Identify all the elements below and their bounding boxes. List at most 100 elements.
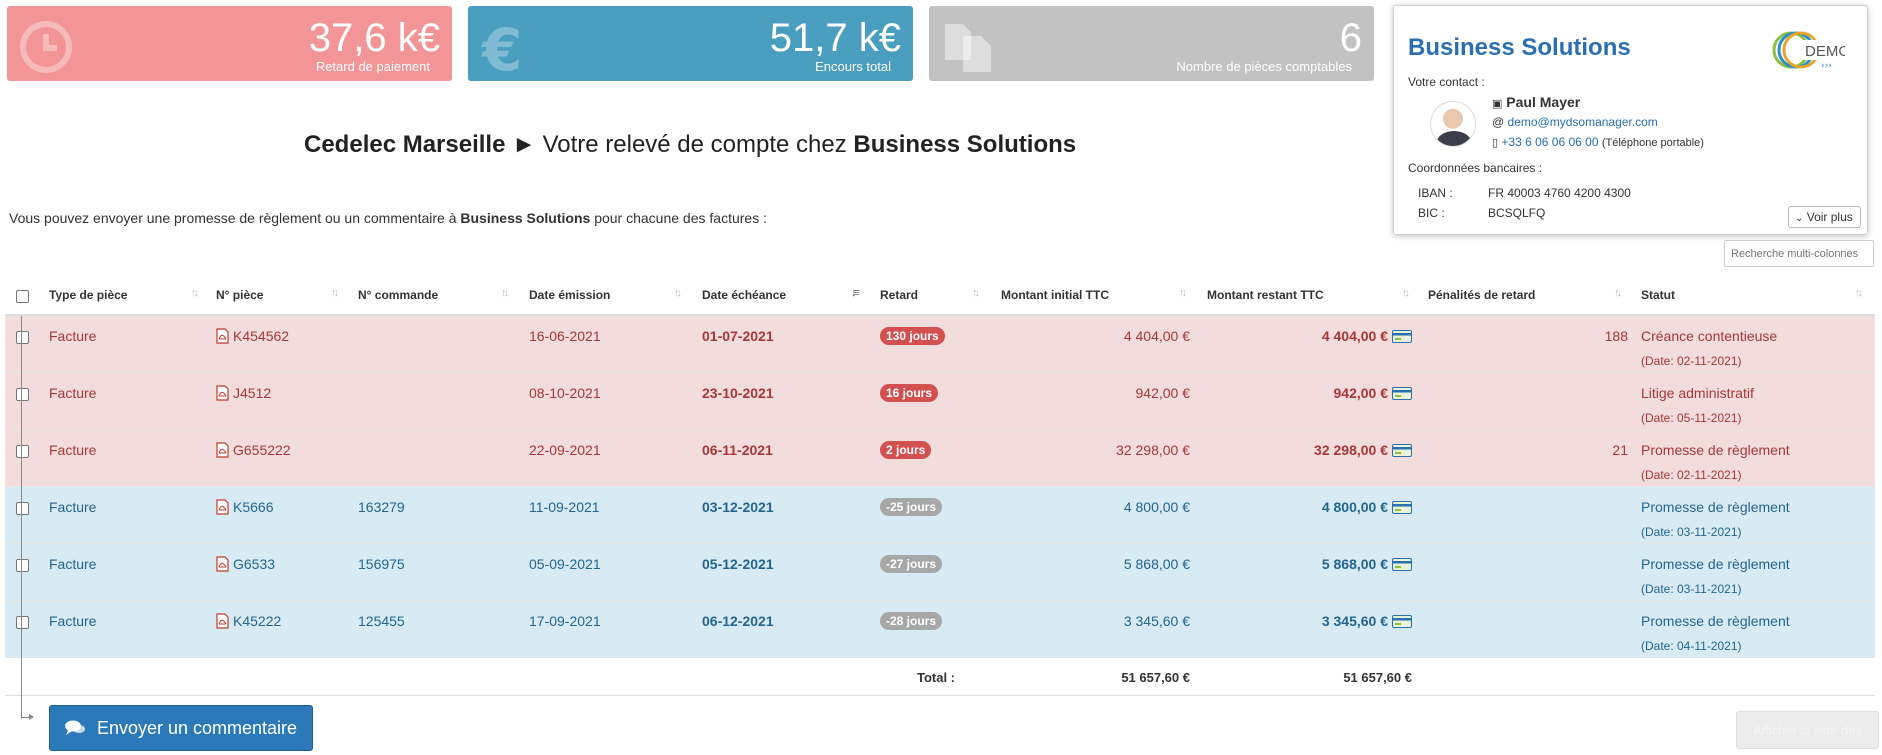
piece-number[interactable]: G6533 [233,556,276,572]
table-row[interactable]: Facture G6533 156975 05-09-2021 05-12-2021 -2… [5,544,1875,601]
sort-icon[interactable]: ↑↓ [674,287,682,299]
delay-badge: 130 jours [880,327,945,345]
delay-badge: -27 jours [880,555,943,573]
piece-number[interactable]: J4512 [233,385,272,401]
cell-piece[interactable]: K45222 [216,613,281,629]
bic-value: BCSQLFQ [1488,206,1546,220]
cell-status[interactable]: Promesse de règlement [1641,613,1790,629]
selection-connector-arrow [21,714,34,720]
cell-piece[interactable]: K5666 [216,499,273,515]
remaining-amount: 5 868,00 € [1321,556,1388,572]
table-row[interactable]: Facture K5666 163279 11-09-2021 03-12-2021 -2… [5,487,1875,544]
credit-card-icon[interactable] [1392,558,1412,571]
supplier-name: Business Solutions [1408,34,1631,61]
row-checkbox[interactable] [16,445,29,458]
cell-remaining-amount: 3 345,60 € [1215,613,1412,629]
iban-value: FR 40003 4760 4200 4300 [1488,186,1631,200]
col-issue-date[interactable]: Date émission [529,288,611,302]
col-penalties[interactable]: Pénalités de retard [1428,288,1536,302]
cell-due-date: 06-11-2021 [702,442,773,458]
sort-desc-icon[interactable]: ↓≡ [851,287,860,299]
cell-status[interactable]: Litige administratif [1641,385,1754,401]
piece-number[interactable]: G655222 [233,442,291,458]
sort-icon[interactable]: ↑↓ [1402,287,1410,299]
credit-card-icon[interactable] [1392,444,1412,457]
row-checkbox[interactable] [16,502,29,515]
sort-icon[interactable]: ↑↓ [501,287,509,299]
cell-piece[interactable]: K454562 [216,328,289,344]
cell-piece[interactable]: G655222 [216,442,291,458]
contact-name-row: ▣ Paul Mayer [1492,94,1580,110]
row-checkbox[interactable] [16,559,29,572]
delay-badge: -28 jours [880,612,943,630]
delay-badge: 16 jours [880,384,939,402]
col-due-date[interactable]: Date échéance [702,288,787,302]
pdf-icon [216,613,229,629]
table-row[interactable]: Facture K45222 125455 17-09-2021 06-12-2021 -… [5,601,1875,658]
cell-status[interactable]: Promesse de règlement [1641,442,1790,458]
logo-text: DEMO [1805,43,1845,60]
contact-email-link[interactable]: demo@mydsomanager.com [1507,115,1658,129]
chevron-down-icon: ⌄ [1795,213,1804,224]
see-more-button[interactable]: ⌄ Voir plus [1788,206,1861,228]
show-history-button[interactable]: Afficher la liste des [1736,711,1879,749]
sort-icon[interactable]: ↑↓ [1855,287,1863,299]
intro-after: pour chacune des factures : [594,210,767,226]
col-piece[interactable]: N° pièce [216,288,264,302]
cell-status[interactable]: Promesse de règlement [1641,499,1790,515]
col-initial-amount[interactable]: Montant initial TTC [1001,288,1109,302]
table-header: Type de pièce ↑↓ N° pièce ↑↓ N° commande… [5,280,1875,316]
row-checkbox[interactable] [16,388,29,401]
contact-phone-link[interactable]: +33 6 06 06 06 00 [1501,135,1599,149]
col-type[interactable]: Type de pièce [49,288,128,302]
page-title: Cedelec Marseille ► Votre relevé de comp… [304,131,1076,159]
kpi-label: Nombre de pièces comptables [1176,59,1352,74]
col-order[interactable]: N° commande [358,288,439,302]
cell-remaining-amount: 4 404,00 € [1215,328,1412,344]
sort-icon[interactable]: ↑↓ [331,287,339,299]
phone-note: (Téléphone portable) [1601,137,1704,149]
totals-label: Total : [916,670,955,685]
row-checkbox[interactable] [16,616,29,629]
col-status[interactable]: Statut [1641,288,1675,302]
sort-icon[interactable]: ↑↓ [1614,287,1622,299]
row-checkbox[interactable] [16,331,29,344]
cell-issue-date: 08-10-2021 [529,385,601,401]
comments-icon [64,720,85,735]
sort-icon[interactable]: ↑↓ [972,287,980,299]
sort-icon[interactable]: ↑↓ [191,287,199,299]
totals-remaining: 51 657,60 € [1343,670,1412,685]
multi-column-search-input[interactable] [1724,240,1874,267]
cell-due-date: 23-10-2021 [702,385,774,401]
credit-card-icon[interactable] [1392,501,1412,514]
cell-type: Facture [49,499,97,515]
table-row[interactable]: Facture J4512 08-10-2021 23-10-2021 16 jours… [5,373,1875,430]
contact-email-row: @ demo@mydsomanager.com [1492,115,1658,129]
totals-initial: 51 657,60 € [1121,670,1190,685]
credit-card-icon[interactable] [1392,615,1412,628]
cell-due-date: 05-12-2021 [702,556,774,572]
cell-piece[interactable]: G6533 [216,556,275,572]
credit-card-icon[interactable] [1392,387,1412,400]
credit-card-icon[interactable] [1392,330,1412,343]
svg-text:€: € [480,20,522,74]
col-delay[interactable]: Retard [880,288,919,302]
table-row[interactable]: Facture K454562 16-06-2021 01-07-2021 130 jo… [5,316,1875,373]
kpi-label: Retard de paiement [315,59,430,74]
cell-status[interactable]: Créance contentieuse [1641,328,1778,344]
sort-icon[interactable]: ↑↓ [1179,287,1187,299]
select-all-checkbox[interactable] [16,290,29,303]
cell-piece[interactable]: J4512 [216,385,271,401]
piece-number[interactable]: K45222 [233,613,282,629]
col-remaining-amount[interactable]: Montant restant TTC [1207,288,1324,302]
cell-status[interactable]: Promesse de règlement [1641,556,1790,572]
delay-badge: -25 jours [880,498,943,516]
intro-text: Vous pouvez envoyer une promesse de règl… [9,210,767,226]
send-comment-button[interactable]: Envoyer un commentaire [49,705,313,751]
piece-number[interactable]: K5666 [233,499,274,515]
table-row[interactable]: Facture G655222 22-09-2021 06-11-2021 2 jour… [5,430,1875,487]
see-more-label: Voir plus [1806,210,1853,224]
piece-number[interactable]: K454562 [233,328,290,344]
pdf-icon [216,499,229,515]
cell-order: 163279 [358,499,405,515]
